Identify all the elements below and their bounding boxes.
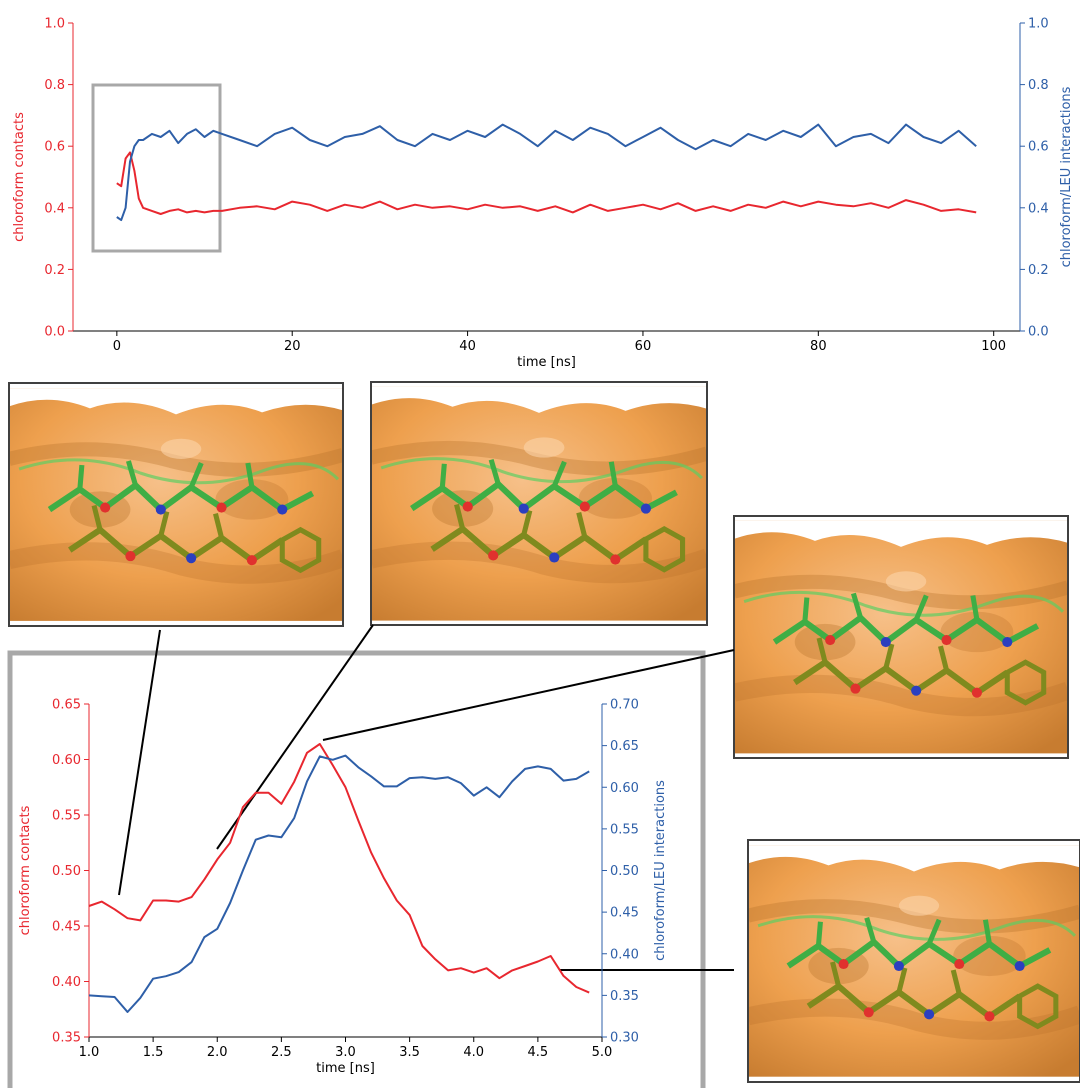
x-tick-label: 1.5 [143,1045,164,1060]
y-right-tick-label: 0.8 [1028,78,1049,93]
x-tick-label: 1.0 [79,1045,100,1060]
y-left-tick-label: 0.60 [52,753,81,768]
x-tick-label: 2.5 [271,1045,292,1060]
y-right-tick-label: 0.4 [1028,201,1049,216]
y-left-tick-label: 1.0 [44,17,65,32]
series-line-contacts [88,743,590,994]
connector-line [118,629,161,896]
y-right-tick-label: 0.70 [610,698,639,713]
series-line-interactions [116,123,977,222]
y-right-tick-label: 0.0 [1028,325,1049,340]
y-left-tick-label: 0.45 [52,920,81,935]
molecule-snapshot-icon [734,521,1068,754]
molecule-snapshot-icon [371,386,707,620]
y-right-tick-label: 0.55 [610,822,639,837]
x-tick-label: 3.5 [399,1045,420,1060]
connector-line [216,624,374,850]
y-left-tick-label: 0.35 [52,1031,81,1046]
x-tick-label: 5.0 [592,1045,613,1060]
y-right-tick-label: 0.30 [610,1031,639,1046]
inset-chart: 1.0 1.5 2.0 2.5 3.0 3.5 4.0 4.5 5.0 0.35 0.40 0.45 0… [18,698,668,1077]
x-tick-label: 60 [635,339,652,354]
snapshot-panel-4 [747,839,1080,1083]
y-right-tick-label: 0.6 [1028,140,1049,155]
y-right-tick-label: 0.45 [610,906,639,921]
y-right-tick-label: 0.50 [610,864,639,879]
y-axis-left-label: chloroform contacts [18,805,33,935]
y-axis-right-label: chloroform/LEU interactions [653,780,668,961]
series-line-interactions [88,754,590,1013]
y-right-tick-label: 0.65 [610,739,639,754]
y-right-tick-label: 0.35 [610,989,639,1004]
x-tick-label: 100 [981,339,1006,354]
molecule-snapshot-icon [748,845,1080,1076]
y-right-tick-label: 0.2 [1028,263,1049,278]
y-left-tick-label: 0.40 [52,975,81,990]
main-zoom-box [91,83,222,253]
x-tick-label: 80 [810,339,827,354]
y-left-tick-label: 0.0 [44,325,65,340]
x-tick-label: 3.0 [335,1045,356,1060]
main-chart: 0 20 40 60 80 100 0.0 0.2 0.4 0.6 0.8 1.0 0.0 0.2 0.4 0… [12,17,1074,371]
x-tick-label: 4.0 [463,1045,484,1060]
y-left-tick-label: 0.65 [52,698,81,713]
y-right-tick-label: 0.60 [610,781,639,796]
y-left-tick-label: 0.2 [44,263,65,278]
snapshot-panel-1 [8,382,344,627]
x-tick-label: 4.5 [528,1045,549,1060]
x-tick-label: 40 [459,339,476,354]
y-left-tick-label: 0.6 [44,140,65,155]
snapshot-panel-2 [370,381,708,626]
molecule-snapshot-icon [9,388,343,621]
y-left-tick-label: 0.50 [52,864,81,879]
x-tick-label: 0 [113,339,121,354]
y-right-tick-label: 0.40 [610,947,639,962]
y-axis-left-label: chloroform contacts [12,112,27,242]
y-axis-right-label: chloroform/LEU interactions [1059,86,1074,267]
y-left-tick-label: 0.4 [44,201,65,216]
y-right-tick-label: 1.0 [1028,17,1049,32]
connector-line [322,649,735,741]
x-axis-label: time [ns] [316,1061,375,1076]
y-left-tick-label: 0.55 [52,809,81,824]
y-left-tick-label: 0.8 [44,78,65,93]
inset-zoom-frame [7,650,706,1088]
snapshot-panel-3 [733,515,1069,759]
series-line-contacts [116,151,977,215]
x-tick-label: 20 [284,339,301,354]
x-tick-label: 2.0 [207,1045,228,1060]
connector-lines [118,624,735,971]
x-axis-label: time [ns] [517,355,576,370]
